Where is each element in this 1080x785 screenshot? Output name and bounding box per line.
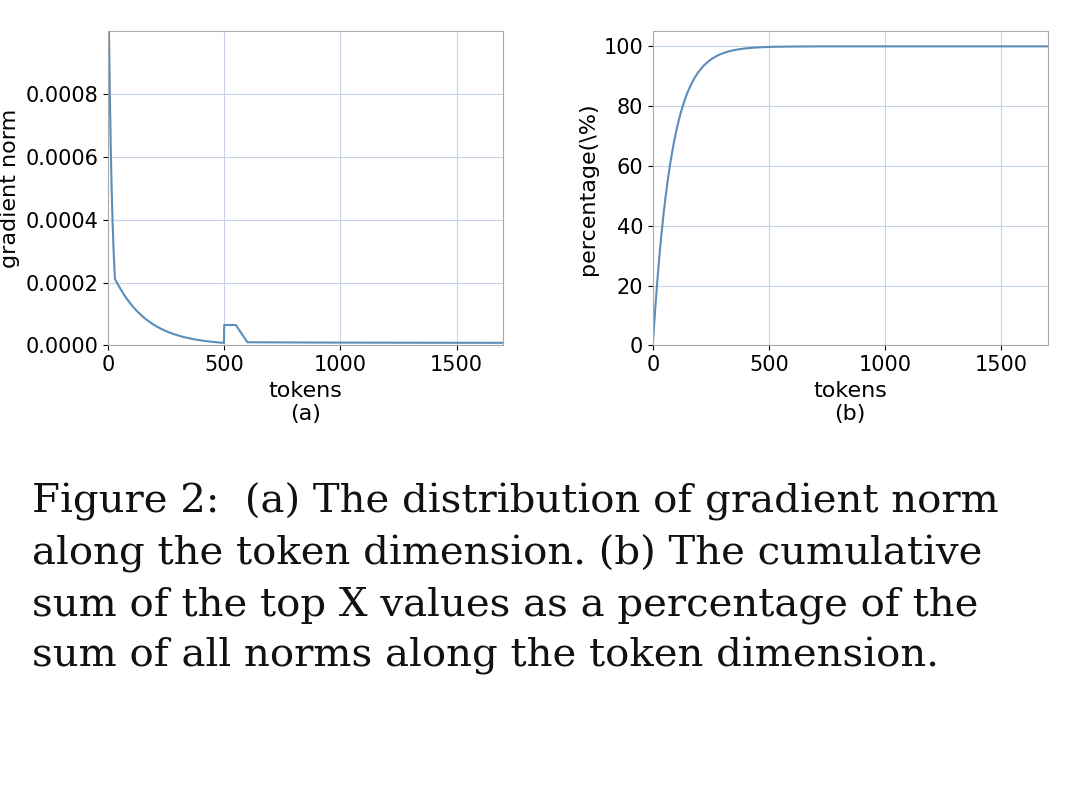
Text: Figure 2:  (a) The distribution of gradient norm
along the token dimension. (b) : Figure 2: (a) The distribution of gradie… (32, 483, 999, 675)
X-axis label: tokens
(b): tokens (b) (813, 381, 887, 424)
X-axis label: tokens
(a): tokens (a) (269, 381, 342, 424)
Y-axis label: gradient norm: gradient norm (0, 109, 19, 268)
Y-axis label: percentage(\%): percentage(\%) (578, 102, 598, 275)
